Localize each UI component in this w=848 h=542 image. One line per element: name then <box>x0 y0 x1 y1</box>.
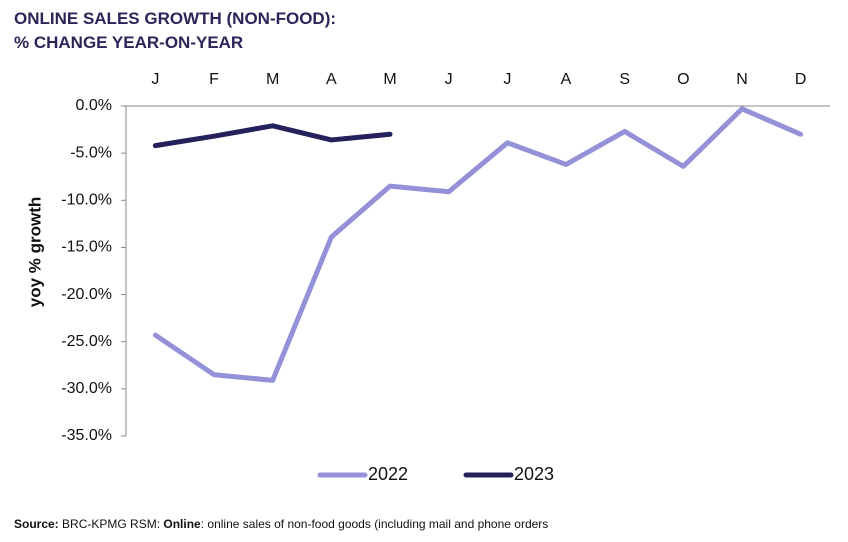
x-tick-label: J <box>503 71 511 88</box>
source-text: : online sales of non-food goods (includ… <box>200 517 549 531</box>
y-axis-label: yoy % growth <box>25 197 44 308</box>
y-tick-label: -35.0% <box>61 427 112 444</box>
x-tick-label: N <box>736 71 748 88</box>
source-text: BRC-KPMG RSM: <box>62 517 161 531</box>
y-tick-label: -10.0% <box>61 192 112 209</box>
x-tick-label: D <box>795 71 807 88</box>
y-tick-label: -5.0% <box>70 144 112 161</box>
x-tick-label: O <box>677 71 689 88</box>
y-tick-label: -20.0% <box>61 286 112 303</box>
y-tick-label: -25.0% <box>61 333 112 350</box>
source-label: Online <box>163 517 201 531</box>
legend-label: 2022 <box>368 464 408 484</box>
x-tick-label: J <box>151 71 159 88</box>
x-tick-label: F <box>209 71 219 88</box>
chart-title: ONLINE SALES GROWTH (NON-FOOD): <box>14 9 336 28</box>
source-label: Source: <box>14 517 59 531</box>
series-line <box>152 123 393 149</box>
y-tick-label: -30.0% <box>61 380 112 397</box>
y-tick-label: -15.0% <box>61 239 112 256</box>
source-note: Source: BRC-KPMG RSM: Online: online sal… <box>14 517 548 531</box>
chart: ONLINE SALES GROWTH (NON-FOOD): % CHANGE… <box>14 9 830 484</box>
legend-label: 2023 <box>514 464 554 484</box>
series-line <box>152 106 804 383</box>
x-tick-label: S <box>619 71 630 88</box>
x-tick-label: J <box>445 71 453 88</box>
y-tick-label: 0.0% <box>76 97 112 114</box>
x-tick-label: A <box>561 71 572 88</box>
x-tick-label: M <box>383 71 396 88</box>
chart-title: % CHANGE YEAR-ON-YEAR <box>14 33 243 52</box>
x-tick-label: M <box>266 71 279 88</box>
x-tick-label: A <box>326 71 337 88</box>
